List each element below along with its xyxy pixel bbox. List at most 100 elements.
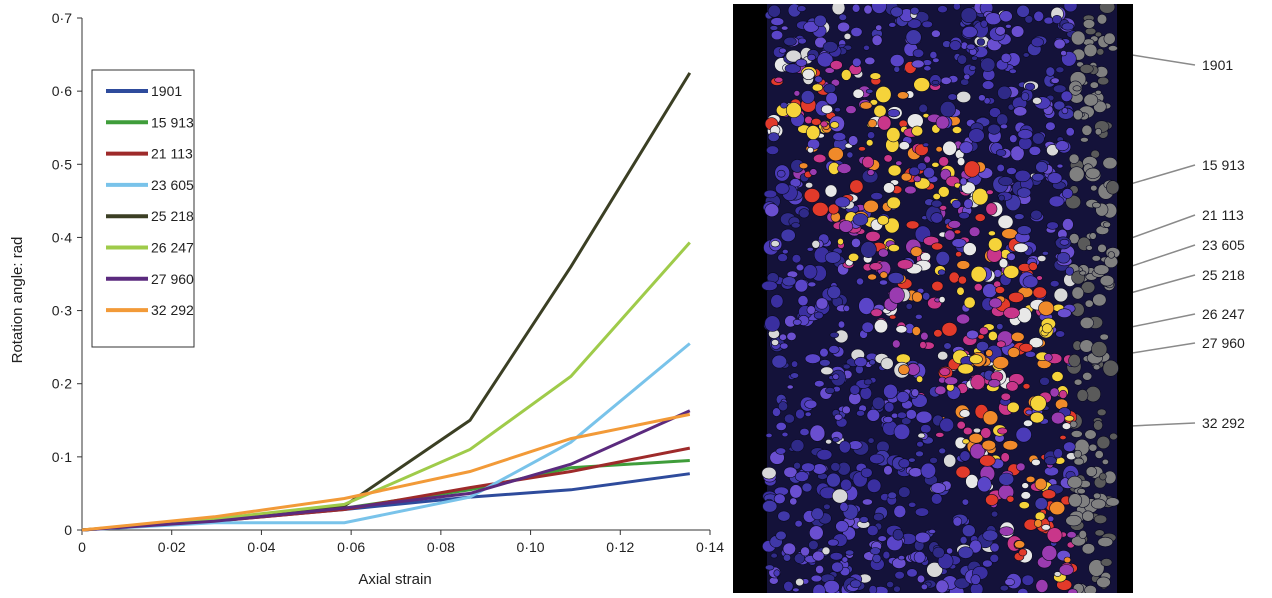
grain [790, 439, 805, 452]
grain [896, 91, 909, 100]
grain [971, 55, 978, 61]
grain [1069, 420, 1078, 428]
grain [860, 467, 873, 478]
grain [862, 156, 875, 169]
grain [829, 331, 840, 339]
grain [896, 391, 910, 403]
grain [832, 488, 849, 504]
grain [1056, 163, 1064, 169]
legend: 1901 15 913 21 113 23 605 25 218 26 247 27 960… [91, 69, 195, 348]
grain [1109, 432, 1118, 441]
grain [895, 160, 903, 166]
grain [1006, 167, 1017, 175]
grain [764, 315, 781, 332]
grain [874, 319, 889, 334]
grain [970, 574, 981, 585]
grain [870, 308, 883, 317]
grain [1096, 48, 1105, 56]
grain [1008, 68, 1017, 74]
grain [1089, 232, 1097, 240]
grain [926, 561, 943, 578]
grain [781, 276, 797, 287]
grain [838, 220, 854, 233]
grain [1035, 579, 1049, 593]
grain [831, 0, 846, 16]
grain [869, 99, 878, 106]
grain [901, 417, 912, 425]
grain [1096, 13, 1108, 25]
grain [815, 297, 829, 310]
grain [998, 194, 1005, 202]
grain [911, 326, 921, 336]
grain [898, 141, 910, 151]
grain [827, 538, 839, 547]
grain [1023, 419, 1033, 427]
grain [774, 76, 784, 83]
grain [867, 273, 877, 281]
grain [970, 266, 987, 283]
grain [994, 286, 1005, 294]
grain [956, 260, 971, 270]
grain [959, 177, 968, 186]
grain [1034, 519, 1043, 528]
grain [770, 17, 785, 26]
grain [1034, 511, 1046, 521]
grain [851, 3, 861, 13]
grain [999, 584, 1009, 592]
grain [794, 519, 803, 528]
grain [1102, 157, 1118, 170]
grain [889, 54, 905, 68]
grain [877, 215, 890, 226]
grain [1000, 452, 1010, 463]
grain [803, 21, 819, 33]
grain [935, 250, 951, 266]
grain [980, 427, 992, 439]
grain [852, 213, 869, 226]
grain [877, 535, 887, 542]
grain [922, 142, 930, 148]
grain [871, 0, 887, 14]
grain [1065, 194, 1082, 210]
y-tick-label: 0·6 [52, 83, 72, 99]
grain [981, 80, 995, 90]
grain [944, 376, 959, 386]
grain [1058, 564, 1074, 576]
grain [935, 146, 943, 153]
grain [916, 162, 927, 171]
grain [962, 524, 976, 538]
grain [789, 178, 802, 188]
grain [888, 22, 897, 28]
grain [1064, 415, 1075, 422]
grain [997, 85, 1012, 100]
grain [968, 128, 985, 143]
grain [955, 251, 962, 258]
grain [931, 199, 943, 208]
grain [1053, 38, 1066, 50]
grain [1050, 77, 1060, 84]
grain [935, 115, 950, 130]
grain [863, 378, 873, 386]
grain [895, 325, 908, 334]
grain [1071, 30, 1086, 46]
grain [898, 458, 910, 469]
grain [781, 431, 789, 438]
grain [948, 220, 962, 229]
grain [931, 493, 943, 505]
grain [772, 407, 781, 417]
grain [959, 141, 974, 154]
grain [1032, 132, 1045, 145]
legend-box [91, 69, 195, 348]
grain [992, 356, 1010, 370]
grain [1041, 251, 1049, 256]
grain [859, 386, 872, 400]
grain [906, 568, 918, 578]
grain [976, 341, 989, 352]
grain [1028, 145, 1042, 156]
legend-label: 15 913 [151, 114, 194, 130]
grain [995, 149, 1007, 157]
grain [915, 450, 924, 457]
grain [791, 254, 802, 264]
grain [801, 482, 813, 493]
grain [1107, 45, 1118, 52]
grain [944, 229, 956, 241]
